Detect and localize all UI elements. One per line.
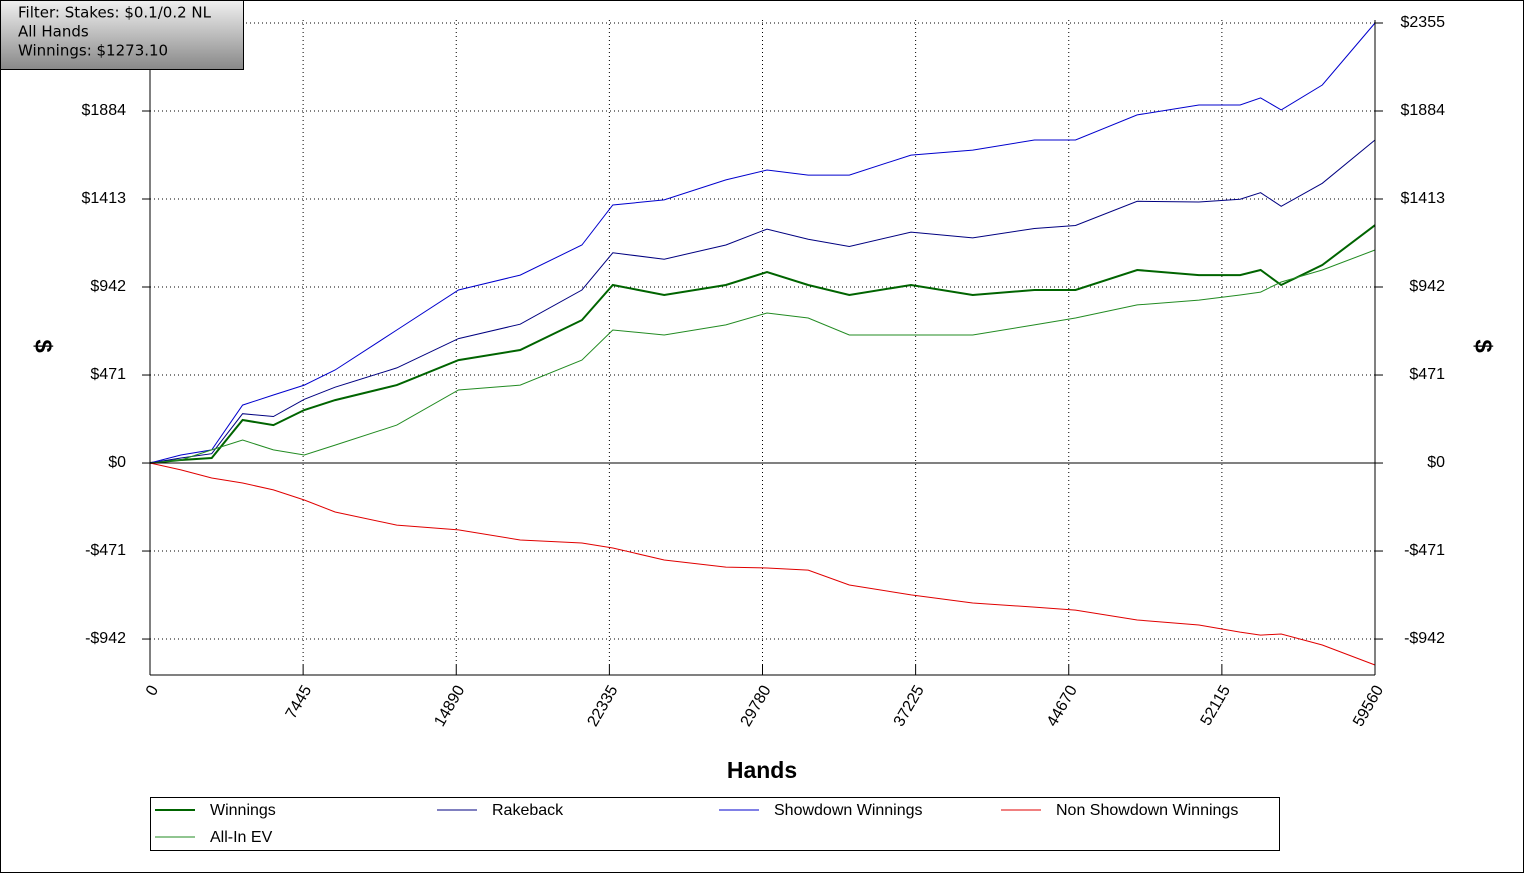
legend	[150, 797, 1280, 851]
filter-line: Winnings: $1273.10	[18, 42, 168, 60]
y2-tick-label: -$471	[1404, 542, 1445, 559]
legend-label: Rakeback	[492, 802, 564, 819]
y-tick-label: $1413	[82, 190, 127, 207]
series-line	[149, 462, 1376, 666]
grid	[149, 20, 1376, 665]
y2-tick-label: -$942	[1404, 630, 1445, 647]
legend-label: All-In EV	[210, 829, 273, 846]
y2-tick-label: $942	[1409, 278, 1445, 295]
y2-tick-label: $471	[1409, 366, 1445, 383]
filter-line: All Hands	[18, 23, 89, 41]
legend-label: Non Showdown Winnings	[1056, 802, 1238, 819]
legend-items: Winnings Rakeback Showdown Winnings Non Sho…	[155, 802, 1238, 846]
x-axis-label: Hands	[727, 757, 797, 783]
y2-tick-label: $2355	[1401, 14, 1446, 31]
y2-axis-label: $	[1470, 339, 1497, 353]
series-line	[149, 249, 1376, 464]
y2-tick-label: $1884	[1401, 102, 1446, 119]
y-tick-label: -$942	[85, 630, 126, 647]
plot-lines	[149, 22, 1376, 666]
y-tick-label: -$471	[85, 542, 126, 559]
y2-tick-label: $1413	[1401, 190, 1446, 207]
series-line	[149, 224, 1376, 464]
series-line	[149, 139, 1376, 464]
filter-box	[0, 0, 244, 70]
y-tick-label: $942	[90, 278, 126, 295]
y-tick-label: $1884	[82, 102, 127, 119]
y-axis-label: $	[30, 339, 57, 353]
legend-label: Winnings	[210, 802, 276, 819]
filter-line: Filter: Stakes: $0.1/0.2 NL	[18, 4, 212, 22]
y2-tick-label: $0	[1427, 454, 1445, 471]
y-tick-label: $471	[90, 366, 126, 383]
y-tick-label: $0	[108, 454, 126, 471]
series-line	[149, 22, 1376, 464]
legend-label: Showdown Winnings	[774, 802, 923, 819]
